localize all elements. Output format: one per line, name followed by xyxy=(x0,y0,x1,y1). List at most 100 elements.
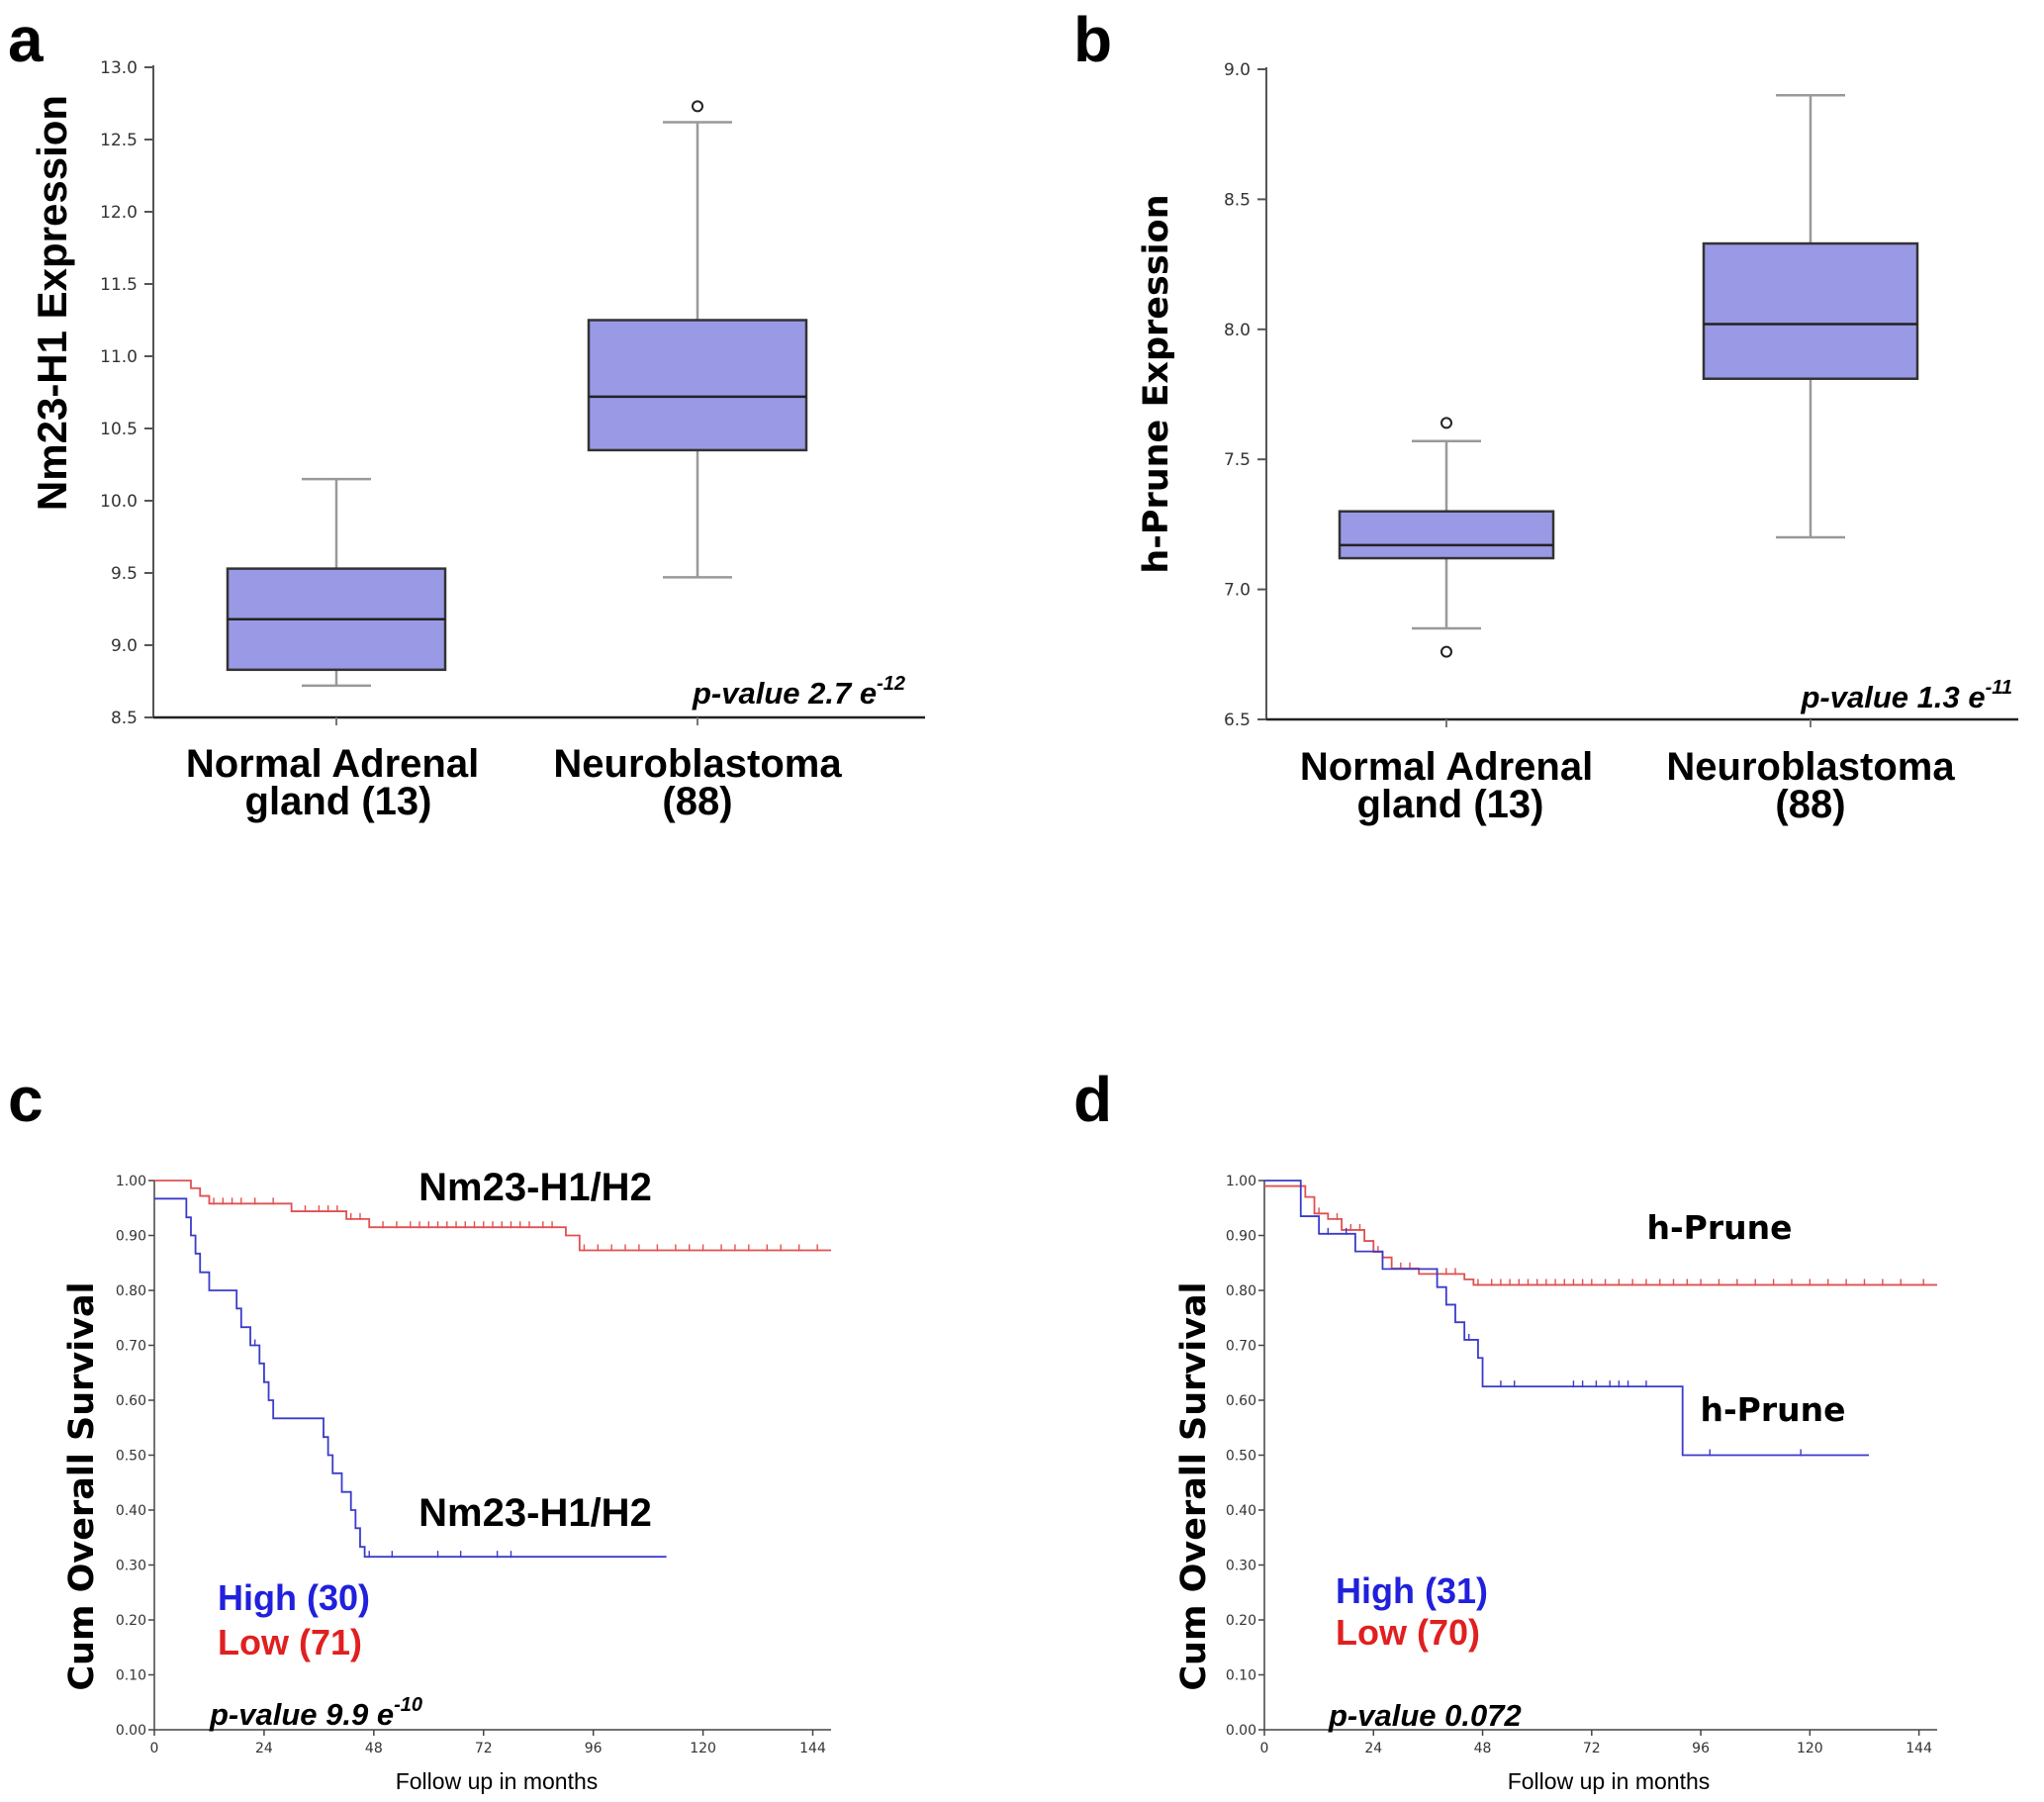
panel-c-x-tick-label: 24 xyxy=(255,1741,273,1756)
panel-b-boxes xyxy=(1338,94,1919,727)
panel-a-y-tick-label: 11.0 xyxy=(100,347,138,367)
panel-d-x-tick-label: 96 xyxy=(1692,1741,1710,1756)
panel-d-axes: 0.00 0.10 0.20 0.30 0.40 0.50 0.60 0.70 0.80 0.90… xyxy=(1226,1174,1937,1756)
panel-c-x-tick-label: 144 xyxy=(799,1741,826,1756)
panel-c-y-tick-label: 0.90 xyxy=(116,1229,146,1245)
panel-a-y-tick-label: 12.0 xyxy=(100,203,138,223)
panel-a-p-value: p-value 2.7 e-12 xyxy=(692,673,905,711)
panel-c-axes: 0.00 0.10 0.20 0.30 0.40 0.50 0.60 0.70 0.80 0.90… xyxy=(116,1174,831,1756)
panel-c-series xyxy=(154,1180,831,1559)
panel-b-category-1-line2: gland (13) xyxy=(1357,783,1544,826)
panel-c-x-tick-label: 96 xyxy=(585,1741,603,1756)
panel-b-y-tick-label: 7.0 xyxy=(1224,581,1251,601)
panel-b-category-2-line2: (88) xyxy=(1775,783,1845,826)
panel-b-y-ticks: 6.5 7.0 7.5 8.0 8.5 9.0 xyxy=(1224,60,2018,730)
panel-a-y-tick-label: 11.5 xyxy=(100,275,138,295)
panel-a-outlier-point xyxy=(692,100,703,113)
panel-c-legend-low: Low (71) xyxy=(218,1622,362,1662)
panel-c-y-axis-label: Cum Overall Survival xyxy=(62,1281,102,1690)
panel-c-y-tick-label: 0.50 xyxy=(116,1449,146,1465)
panel-d-low-survival-line xyxy=(1264,1185,1937,1286)
panel-d-high-survival-line xyxy=(1264,1180,1870,1457)
panel-b-outlier-point xyxy=(1440,645,1452,658)
panel-a-box xyxy=(587,319,808,452)
panel-b-y-tick-label: 6.5 xyxy=(1224,711,1251,730)
panel-b-category-2-line1: Neuroblastoma xyxy=(1666,745,1955,789)
panel-c-p-value: p-value 9.9 e-10 xyxy=(209,1694,422,1732)
panel-c-y-tick-label: 0.80 xyxy=(116,1283,146,1299)
panel-c-x-tick-label: 120 xyxy=(690,1741,716,1756)
panel-c-y-tick-label: 0.10 xyxy=(116,1668,146,1684)
panel-d-legend-low: Low (70) xyxy=(1336,1612,1480,1653)
panel-c-x-axis-label: Follow up in months xyxy=(396,1768,599,1794)
panel-c-y-tick-label: 0.30 xyxy=(116,1559,146,1574)
panel-b-category-1-line1: Normal Adrenal xyxy=(1300,745,1593,789)
panel-a-y-tick-label: 13.0 xyxy=(100,58,138,78)
panel-d-survival-plot: d Cum Overall Survival 0.000.100.200.300… xyxy=(1073,1064,1937,1794)
panel-c-y-tick-label: 0.40 xyxy=(116,1503,146,1519)
panel-c-letter: c xyxy=(8,1064,44,1135)
panel-d-y-tick-label: 0.20 xyxy=(1226,1613,1256,1629)
panel-d-p-value: p-value 0.072 xyxy=(1328,1698,1522,1733)
panel-b-y-tick-label: 8.5 xyxy=(1224,190,1251,210)
panel-c-x-tick-label: 72 xyxy=(475,1741,493,1756)
panel-c-x-tick-label: 0 xyxy=(150,1741,159,1756)
panel-c-y-tick-label: 0.20 xyxy=(116,1613,146,1629)
panel-d-y-tick-label: 0.70 xyxy=(1226,1339,1256,1355)
panel-d-annotation-top: h-Prune xyxy=(1646,1208,1792,1247)
panel-b-y-tick-label: 9.0 xyxy=(1224,60,1251,80)
panel-d-y-tick-label: 0.90 xyxy=(1226,1229,1256,1245)
panel-c-y-tick-label: 0.00 xyxy=(116,1723,146,1739)
panel-a-letter: a xyxy=(8,4,44,75)
panel-d-letter: d xyxy=(1073,1064,1112,1135)
panel-a-y-tick-label: 10.5 xyxy=(100,420,138,439)
panel-b-outlier-point xyxy=(1440,417,1452,429)
panel-d-x-tick-label: 0 xyxy=(1260,1741,1269,1756)
panel-c-y-tick-label: 1.00 xyxy=(116,1174,146,1189)
panel-a-y-tick-label: 8.5 xyxy=(111,709,138,728)
panel-d-x-tick-label: 120 xyxy=(1797,1741,1823,1756)
panel-d-x-axis-label: Follow up in months xyxy=(1508,1768,1711,1794)
panel-a-y-tick-label: 9.0 xyxy=(111,636,138,656)
panel-a-boxplot: a Nm23-H1 Expression 8.5 9.0 9.5 10.0 10.5 11… xyxy=(8,4,925,823)
panel-b-y-axis-label: h-Prune Expression xyxy=(1137,194,1176,573)
panel-d-y-tick-label: 0.40 xyxy=(1226,1503,1256,1519)
panel-d-y-tick-label: 1.00 xyxy=(1226,1174,1256,1189)
panel-a-boxes xyxy=(226,100,808,725)
panel-a-y-tick-label: 9.5 xyxy=(111,564,138,584)
panel-a-y-axis-label: Nm23-H1 Expression xyxy=(29,95,75,511)
panel-d-legend-high: High (31) xyxy=(1336,1570,1488,1611)
panel-a-y-tick-label: 12.5 xyxy=(100,131,138,150)
panel-d-y-tick-label: 0.30 xyxy=(1226,1559,1256,1574)
panel-d-x-tick-label: 72 xyxy=(1583,1741,1601,1756)
panel-d-x-tick-label: 24 xyxy=(1364,1741,1382,1756)
panel-b-box xyxy=(1338,510,1555,560)
panel-a-category-1-line2: gland (13) xyxy=(245,780,432,823)
panel-c-x-tick-label: 48 xyxy=(365,1741,383,1756)
panel-c-survival-plot: c Cum Overall Survival 0.000.100.200.300… xyxy=(8,1064,831,1794)
panel-c-high-survival-line xyxy=(154,1197,667,1559)
panel-c-annotation-bottom: Nm23-H1/H2 xyxy=(418,1491,652,1535)
panel-a-category-2-line2: (88) xyxy=(662,780,732,823)
panel-d-y-tick-label: 0.10 xyxy=(1226,1668,1256,1684)
panel-d-x-tick-label: 144 xyxy=(1905,1741,1932,1756)
panel-d-y-axis-label: Cum Overall Survival xyxy=(1174,1281,1214,1690)
panel-a-y-tick-label: 10.0 xyxy=(100,492,138,512)
panel-d-y-tick-label: 0.60 xyxy=(1226,1393,1256,1409)
panel-c-annotation-top: Nm23-H1/H2 xyxy=(418,1166,652,1209)
panel-b-box xyxy=(1702,241,1919,380)
panel-d-y-tick-label: 0.80 xyxy=(1226,1283,1256,1299)
panel-c-legend-high: High (30) xyxy=(218,1577,370,1618)
panel-c-y-tick-label: 0.70 xyxy=(116,1339,146,1355)
panel-d-series xyxy=(1264,1180,1937,1457)
panel-d-y-tick-label: 0.50 xyxy=(1226,1449,1256,1465)
panel-b-y-tick-label: 8.0 xyxy=(1224,321,1251,340)
panel-b-p-value: p-value 1.3 e-11 xyxy=(1800,677,2012,714)
panel-a-y-ticks: 8.5 9.0 9.5 10.0 10.5 11.0 11.5 12.0 12.5 13.0 xyxy=(100,58,925,728)
panel-a-category-1-line1: Normal Adrenal xyxy=(186,742,479,786)
panel-b-y-tick-label: 7.5 xyxy=(1224,450,1251,470)
panel-d-x-tick-label: 48 xyxy=(1474,1741,1492,1756)
panel-d-y-tick-label: 0.00 xyxy=(1226,1723,1256,1739)
panel-c-y-tick-label: 0.60 xyxy=(116,1393,146,1409)
